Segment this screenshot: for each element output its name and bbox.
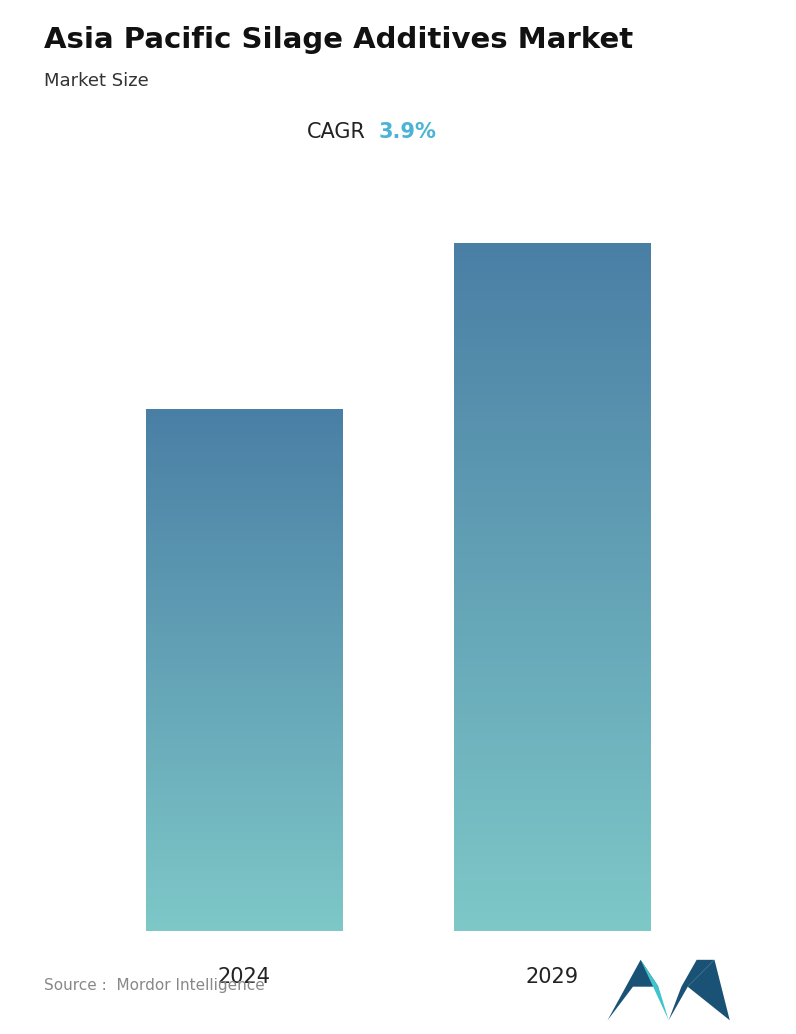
- Text: Source :  Mordor Intelligence: Source : Mordor Intelligence: [44, 977, 264, 993]
- Text: 2029: 2029: [525, 967, 579, 986]
- Text: Asia Pacific Silage Additives Market: Asia Pacific Silage Additives Market: [44, 26, 633, 54]
- Polygon shape: [641, 960, 669, 1021]
- Text: CAGR: CAGR: [307, 122, 366, 142]
- Text: 3.9%: 3.9%: [378, 122, 436, 142]
- Text: 2024: 2024: [217, 967, 271, 986]
- Text: Market Size: Market Size: [44, 72, 149, 90]
- Polygon shape: [688, 960, 730, 1021]
- Polygon shape: [669, 960, 715, 1021]
- Polygon shape: [607, 960, 658, 1021]
